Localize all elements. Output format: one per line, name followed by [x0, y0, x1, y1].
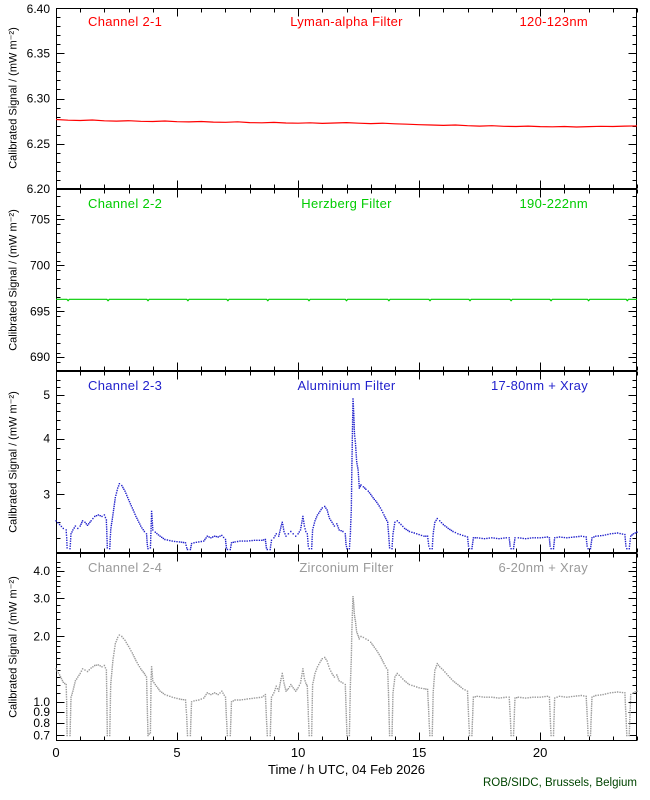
- svg-text:0.8: 0.8: [33, 716, 50, 730]
- series-channel-2-4: [55, 596, 638, 737]
- panel4-y-axis-label: Calibrated Signal / (mW m⁻²): [7, 576, 20, 718]
- series-channel-2-2: [56, 298, 637, 302]
- svg-text:3: 3: [43, 487, 50, 501]
- svg-text:690: 690: [30, 350, 50, 364]
- svg-text:5: 5: [173, 745, 180, 760]
- panel3-y-axis-label: Calibrated Signal / (mW m⁻²): [7, 391, 20, 533]
- svg-text:6.40: 6.40: [27, 2, 51, 16]
- panel3-filter-label: Aluminium Filter: [297, 378, 396, 393]
- svg-text:705: 705: [30, 212, 50, 226]
- svg-text:6.35: 6.35: [27, 46, 51, 60]
- svg-text:20: 20: [533, 745, 547, 760]
- svg-text:4: 4: [43, 432, 50, 446]
- svg-text:0: 0: [52, 745, 59, 760]
- axes-frame: [56, 8, 638, 741]
- svg-text:5: 5: [43, 388, 50, 402]
- panel2-channel-label: Channel 2-2: [88, 196, 163, 211]
- svg-text:15: 15: [412, 745, 426, 760]
- tick-labels: 6.206.256.306.356.406906957007053450.70.…: [27, 2, 548, 760]
- svg-text:6.30: 6.30: [27, 92, 51, 106]
- panel3-band-label: 17-80nm + Xray: [490, 378, 588, 393]
- svg-text:4.0: 4.0: [33, 564, 50, 578]
- panel2-filter-label: Herzberg Filter: [301, 196, 392, 211]
- credit-footer: ROB/SIDC, Brussels, Belgium: [482, 777, 637, 789]
- svg-text:0.7: 0.7: [33, 728, 50, 742]
- panel1-y-axis-label: Calibrated Signal / (mW m⁻²): [7, 27, 20, 169]
- panel1-channel-label: Channel 2-1: [88, 14, 163, 29]
- panel4-filter-label: Zirconium Filter: [299, 560, 394, 575]
- svg-text:700: 700: [30, 258, 50, 272]
- panel1-band-label: 120-123nm: [519, 14, 588, 29]
- panel2-band-label: 190-222nm: [519, 196, 588, 211]
- series-channel-2-3: [55, 398, 638, 551]
- x-axis-title: Time / h UTC, 04 Feb 2026: [267, 762, 426, 777]
- panel2-y-axis-label: Calibrated Signal / (mW m⁻²): [7, 209, 20, 351]
- svg-text:3.0: 3.0: [33, 591, 50, 605]
- svg-text:695: 695: [30, 304, 50, 318]
- svg-text:1.0: 1.0: [33, 695, 50, 709]
- panel3-channel-label: Channel 2-3: [88, 378, 163, 393]
- svg-text:6.20: 6.20: [27, 182, 51, 196]
- panel4-channel-label: Channel 2-4: [88, 560, 163, 575]
- panel4-band-label: 6-20nm + Xray: [498, 560, 588, 575]
- svg-text:10: 10: [291, 745, 305, 760]
- panel1-filter-label: Lyman-alpha Filter: [290, 14, 403, 29]
- svg-text:2.0: 2.0: [33, 629, 50, 643]
- series-channel-2-1: [55, 118, 638, 128]
- svg-text:6.25: 6.25: [27, 137, 51, 151]
- svg-text:0.9: 0.9: [33, 705, 50, 719]
